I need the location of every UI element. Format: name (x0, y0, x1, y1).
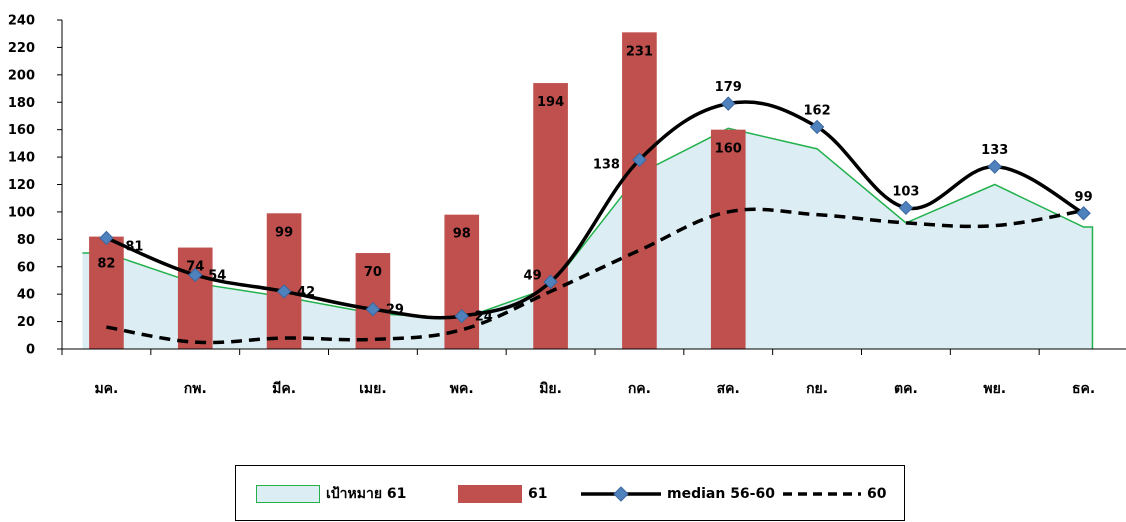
median-value-label: 49 (524, 268, 542, 283)
target-area-fill (82, 128, 1093, 349)
y-tick-label: 200 (8, 68, 35, 83)
bar-61 (355, 253, 391, 349)
x-tick-label: เมย. (359, 381, 387, 397)
median-value-label: 29 (386, 303, 404, 318)
bar-61 (533, 83, 568, 349)
y-tick-label: 20 (17, 315, 35, 330)
bar-value-label: 98 (453, 227, 471, 242)
bar-61 (710, 129, 746, 349)
median-marker (809, 119, 825, 135)
median-value-label: 42 (297, 285, 315, 300)
median-marker (454, 308, 469, 324)
legend-swatch-area (256, 485, 320, 503)
median-value-label: 162 (804, 103, 831, 118)
x-tick-label: พค. (450, 381, 474, 397)
median-marker (99, 230, 114, 246)
x-tick-label: มค. (94, 381, 118, 397)
bar-value-label: 160 (715, 142, 742, 157)
x-tick-label: ตค. (894, 381, 918, 397)
y-tick-label: 180 (8, 96, 35, 111)
x-tick-label: สค. (717, 381, 740, 397)
bar-layer (89, 32, 746, 350)
line-layer (99, 96, 1091, 324)
legend-label: เป้าหมาย 61 (326, 486, 407, 502)
median-marker (898, 200, 914, 216)
legend: เป้าหมาย 61 61 median 56-60 60 (235, 465, 905, 521)
median-value-label: 179 (715, 80, 742, 95)
legend-label: 61 (528, 486, 548, 502)
label-layer: 82 74 99 70 98 194 231 160 81 54 42 29 24 49 138 179 162… (97, 44, 1092, 324)
bar-value-label: 194 (537, 95, 564, 110)
x-tick-label: พย. (983, 381, 1006, 397)
bar-value-label: 99 (275, 225, 293, 240)
x-tick-label: กย. (806, 381, 828, 397)
x-tick-label: มีค. (272, 381, 296, 397)
median-marker (1076, 206, 1091, 221)
x-tick-label: กพ. (184, 381, 207, 397)
bar-value-label: 74 (186, 260, 204, 275)
y-tick-label: 80 (17, 233, 35, 248)
median-marker (365, 302, 381, 317)
x-tick-label: กค. (628, 381, 651, 397)
x-tick-label: ธค. (1072, 381, 1095, 397)
legend-swatch-line (581, 486, 661, 502)
median-marker (721, 96, 736, 111)
legend-item-target: เป้าหมาย 61 (256, 466, 406, 522)
legend-swatch-dash (783, 492, 861, 496)
y-tick-label: 100 (8, 205, 35, 220)
y-tick-label: 60 (17, 260, 35, 275)
dash-layer (106, 207, 1084, 345)
bar-value-label: 70 (364, 265, 382, 280)
bar-61 (89, 236, 124, 349)
median-value-label: 24 (475, 310, 493, 325)
y-tick-label: 140 (8, 151, 35, 166)
median-marker (276, 284, 292, 299)
y-tick-label: 240 (8, 14, 35, 29)
median-value-label: 138 (593, 157, 620, 172)
median-marker (188, 267, 203, 283)
bar-61 (622, 32, 657, 350)
median-marker (632, 152, 647, 168)
y-tick-label: 40 (17, 288, 35, 303)
series-60-dashed-line (106, 207, 1084, 345)
legend-label: 60 (867, 486, 887, 502)
y-tick-label: 220 (8, 41, 35, 56)
chart: 0 20 40 60 80 100 120 140 160 180 200 220 240 มค. กพ. ม… (8, 14, 1126, 397)
x-tick-label: มิย. (539, 381, 562, 397)
median-value-label: 99 (1075, 190, 1093, 205)
axis-layer: 0 20 40 60 80 100 120 140 160 180 200 220 240 มค. กพ. ม… (8, 14, 1126, 397)
median-value-label: 54 (208, 268, 226, 283)
legend-item-median: median 56-60 (581, 466, 775, 522)
median-marker (543, 274, 558, 290)
median-value-label: 81 (125, 239, 143, 254)
bar-value-label: 231 (626, 44, 653, 59)
median-marker (987, 159, 1002, 174)
median-value-label: 133 (981, 143, 1008, 158)
y-tick-label: 160 (8, 123, 35, 138)
legend-label: median 56-60 (667, 486, 775, 502)
median-value-label: 103 (892, 184, 919, 199)
area-layer (82, 127, 1094, 349)
legend-swatch-bar (458, 485, 522, 503)
bar-61 (266, 213, 302, 349)
bar-61 (177, 247, 213, 349)
legend-item-61: 61 (458, 466, 547, 522)
legend-item-60: 60 (781, 466, 886, 522)
y-tick-label: 120 (8, 178, 35, 193)
y-tick-label: 0 (26, 343, 35, 358)
bar-value-label: 82 (97, 257, 115, 272)
